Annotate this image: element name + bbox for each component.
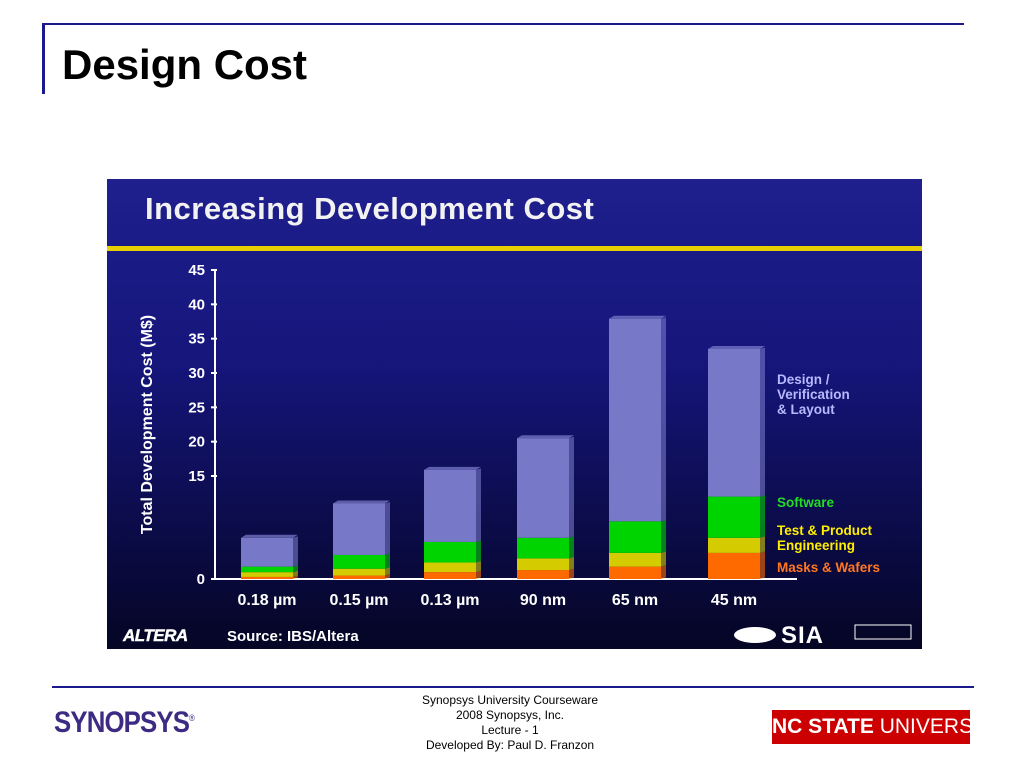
bar-segment [708,537,760,553]
footer-credits: Synopsys University Courseware 2008 Syno… [360,693,660,753]
bar-segment-side [476,540,481,563]
bar-segment [708,496,760,538]
bar-segment-side [293,536,298,567]
chart-figure: Increasing Development Cost 0 15 20 25 30 35 4… [107,179,922,649]
bar-segment-side [760,495,765,538]
bar-segment-side [476,561,481,573]
x-tick-label: 0.18 µm [237,592,296,609]
sia-logo: SIA [781,622,824,649]
bar-segment-side [760,536,765,553]
bar-segment [424,562,476,573]
bar-segment-side [760,551,765,579]
bar-segment-side [385,553,390,569]
x-tick-label: 90 nm [520,592,566,609]
bar-segment [241,572,293,577]
stacked-bar-chart: 0 15 20 25 30 35 40 45 Total Development Cost (M… [122,262,912,649]
header-rule [42,23,964,25]
y-tick-label: 45 [188,262,205,279]
synopsys-logo: SYNOPSYS® [54,706,195,740]
bar-top-face [517,435,574,439]
bar-segment-side [293,565,298,573]
y-tick-label: 20 [188,434,205,451]
synopsys-logo-text: SYNOPSYS [54,706,190,739]
legend-entry: Software [777,495,835,510]
bar-segment-side [476,468,481,542]
bar-segment [333,503,385,555]
bar-segment [333,568,385,576]
bar-top-face [609,315,666,319]
bar-segment-side [569,436,574,538]
bar-segment [517,558,569,571]
bar-segment [517,570,569,579]
bar-segment [708,552,760,579]
bar-segment [609,552,661,567]
ncsu-logo: NC STATE UNIVERSITY [772,710,970,744]
footer-courseware: Synopsys University Courseware [421,693,599,707]
y-tick-label: 0 [197,571,205,588]
chart-title: Increasing Development Cost [145,191,595,226]
bar-segment-side [293,570,298,577]
bar-segment [708,348,760,497]
bar-segment [424,541,476,563]
bar-segment [333,554,385,569]
y-tick-label: 35 [188,331,205,348]
legend-entry: Masks & Wafers [777,560,880,575]
bar-segment-side [385,501,390,555]
registered-mark: ® [189,713,195,723]
bar-segment-side [569,556,574,571]
ncsu-logo-bold: NC STATE [772,715,874,738]
altera-logo: ALTERA [122,626,188,645]
bar-top-face [333,500,390,504]
y-tick-label: 40 [188,296,205,313]
bar-segment [517,438,569,538]
bar-segment [424,572,476,579]
x-tick-label: 0.15 µm [329,592,388,609]
y-tick-label: 25 [188,399,205,416]
bar-segment [241,576,293,579]
x-tick-label: 0.13 µm [420,592,479,609]
bar-top-face [424,466,481,470]
bar-segment-side [661,551,666,567]
y-tick-label: 15 [188,468,205,485]
legend-entry: Test & Product Engineering [777,523,873,553]
bar-top-face [241,534,298,538]
footer-rule [52,686,974,688]
footer-developer: Developed By: Paul D. Franzon [425,738,595,752]
bar-segment [609,566,661,579]
footer-lecture: Lecture - 1 [481,723,539,737]
bar-segment [424,469,476,542]
bar-segment-side [293,575,298,579]
bar-segment-side [661,565,666,579]
bar-segment-side [661,317,666,522]
header-accent-bar [42,23,45,94]
bar-segment [333,575,385,579]
bar-segment-side [569,568,574,579]
sia-wordmark-box [854,624,912,640]
ncsu-logo-rest: UNIVERSITY [879,715,970,738]
bar-segment [241,537,293,567]
y-tick-label: 30 [188,365,205,382]
chart-source: Source: IBS/Altera [227,628,359,645]
bar-segment-side [661,519,666,553]
bar-segment-side [476,570,481,579]
chart-title-rule [107,246,922,251]
bar-segment [241,566,293,573]
slide-title: Design Cost [62,41,308,88]
bar-top-face [708,345,765,349]
bar-segment [517,537,569,559]
x-tick-label: 45 nm [711,592,757,609]
bar-segment [609,521,661,553]
bar-segment-side [760,347,765,497]
bar-segment-side [385,567,390,576]
sia-emblem-icon [734,627,776,643]
y-axis-title: Total Development Cost (M$) [139,315,156,534]
bar-segment-side [569,536,574,559]
legend-entry: Design / Verification & Layout [777,372,850,417]
bar-segment-side [385,574,390,579]
bar-segment [609,318,661,522]
x-tick-label: 65 nm [612,592,658,609]
footer-copyright: 2008 Synopsys, Inc. [455,708,565,722]
